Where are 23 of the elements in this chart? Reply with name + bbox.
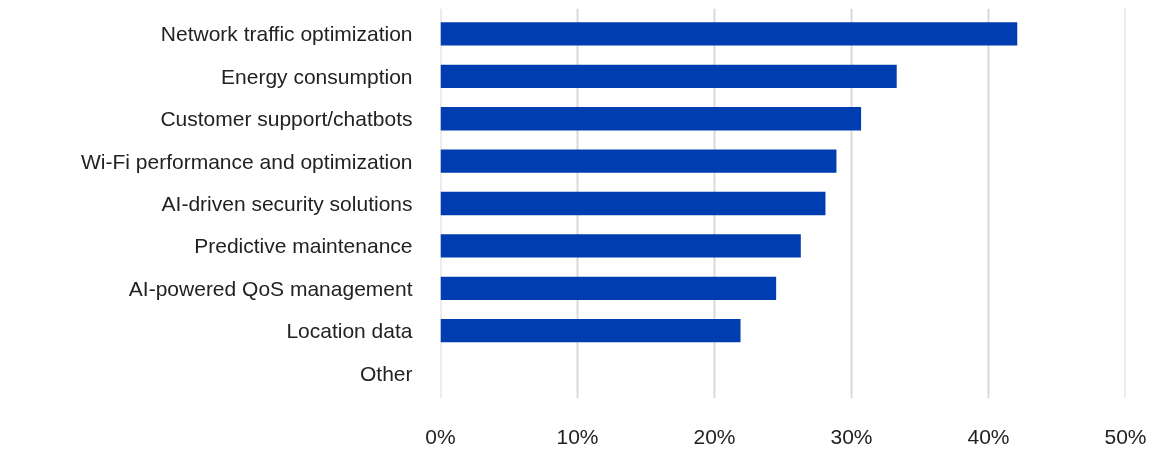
x-tick-label: 50% [1104, 424, 1147, 448]
bar [440, 107, 862, 131]
bar [440, 149, 837, 173]
y-tick-label: Wi-Fi performance and optimization [81, 149, 413, 173]
bar [440, 22, 1018, 46]
y-tick-label: Network traffic optimization [160, 22, 413, 46]
y-tick-label: Other [359, 361, 413, 385]
y-tick-label: Location data [286, 319, 413, 343]
x-tick-label: 40% [967, 424, 1010, 448]
x-tick-label: 10% [556, 424, 599, 448]
y-tick-label: AI-powered QoS management [128, 276, 413, 300]
x-tick-label: 30% [830, 424, 873, 448]
y-tick-label: Energy consumption [221, 64, 413, 88]
bar [440, 191, 826, 216]
y-tick-label: Customer support/chatbots [160, 107, 413, 131]
bar [440, 64, 897, 88]
bar [440, 276, 777, 300]
y-tick-label: Predictive maintenance [194, 234, 413, 258]
x-tick-label: 20% [693, 424, 736, 448]
x-tick-label: 0% [425, 424, 456, 448]
bar [440, 234, 801, 258]
bar [440, 319, 741, 343]
y-tick-label: AI-driven security solutions [161, 192, 413, 215]
